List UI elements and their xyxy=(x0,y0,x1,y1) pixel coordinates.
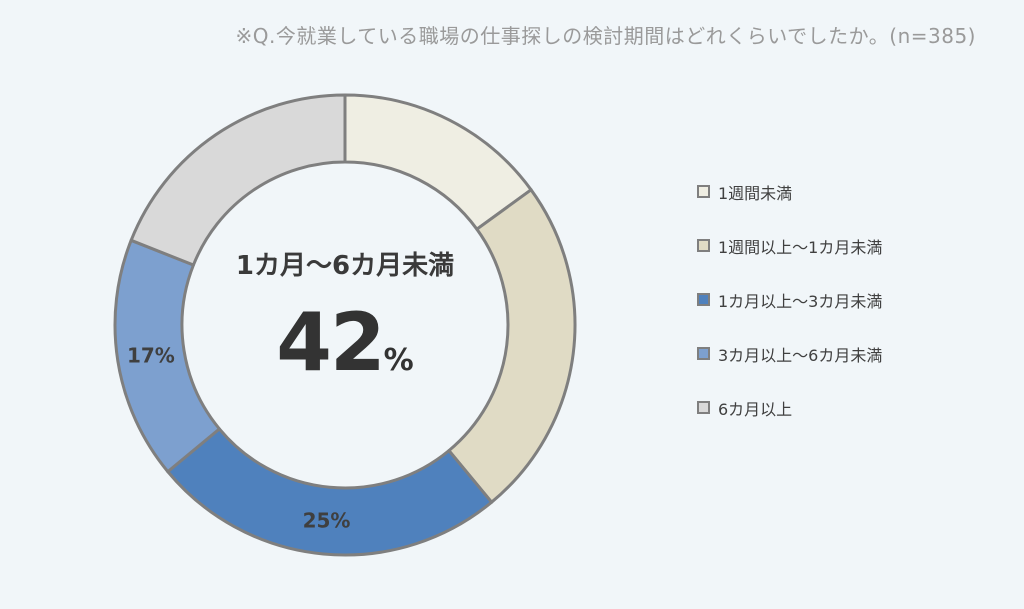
legend: 1週間未満 1週間以上〜1カ月未満 1カ月以上〜3カ月未満 3カ月以上〜6カ月未… xyxy=(697,178,882,448)
legend-label: 1週間未満 xyxy=(718,183,793,203)
legend-item: 1週間未満 xyxy=(697,178,882,205)
legend-item: 6カ月以上 xyxy=(697,394,882,421)
donut-slice xyxy=(129,93,347,267)
center-value: 42% xyxy=(200,296,490,389)
question-title: ※Q.今就業している職場の仕事探しの検討期間はどれくらいでしたか。(n=385) xyxy=(235,24,976,48)
legend-swatch xyxy=(697,239,710,252)
legend-swatch xyxy=(697,293,710,306)
legend-item: 1カ月以上〜3カ月未満 xyxy=(697,286,882,313)
slice-data-label: 17% xyxy=(127,344,175,368)
center-number: 42 xyxy=(276,296,385,389)
legend-label: 6カ月以上 xyxy=(718,399,793,419)
legend-item: 1週間以上〜1カ月未満 xyxy=(697,232,882,259)
legend-item: 3カ月以上〜6カ月未満 xyxy=(697,340,882,367)
donut-slice xyxy=(166,427,494,557)
center-unit: % xyxy=(383,343,414,378)
center-label: 1カ月〜6カ月未満 xyxy=(235,251,455,281)
legend-label: 1週間以上〜1カ月未満 xyxy=(718,237,883,257)
legend-swatch xyxy=(697,401,710,414)
legend-swatch xyxy=(697,347,710,360)
legend-label: 3カ月以上〜6カ月未満 xyxy=(718,345,883,365)
legend-label: 1カ月以上〜3カ月未満 xyxy=(718,291,883,311)
legend-swatch xyxy=(697,185,710,198)
donut-chart: 25% 17% xyxy=(113,93,577,557)
slice-data-label: 25% xyxy=(303,509,351,533)
